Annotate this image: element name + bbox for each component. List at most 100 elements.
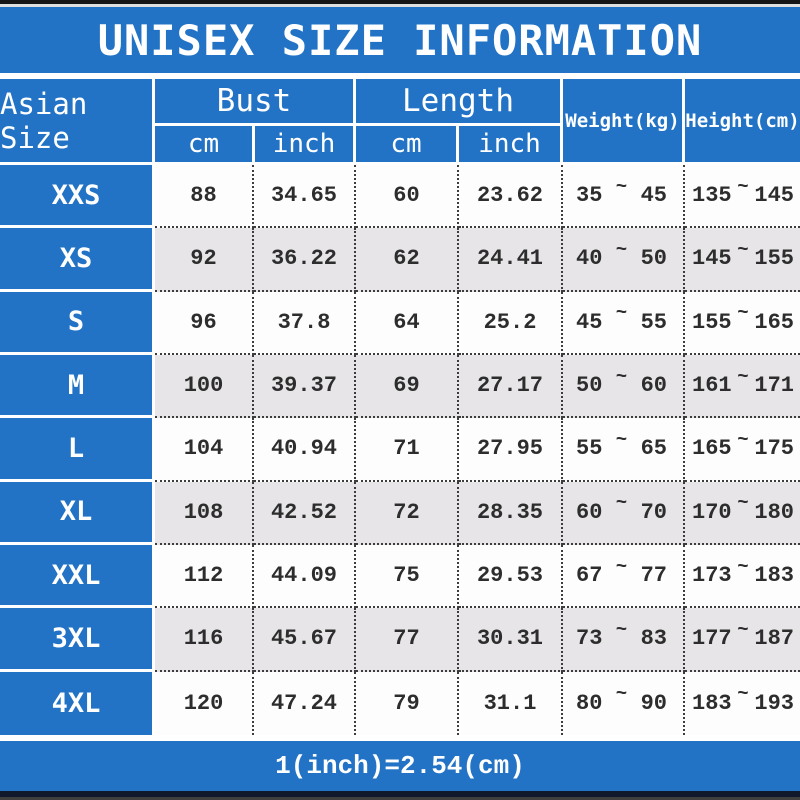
bust-inch-cell: 42.52 [254,481,356,545]
length-inch-cell: 27.17 [459,354,563,419]
weight-range-max: 83 [640,626,667,652]
weight-range-min: 50 [576,373,603,399]
header-length-label: Length [356,79,560,123]
tilde-separator: ~ [737,555,749,578]
size-cell: M [0,354,155,419]
weight-range-min: 60 [576,499,603,525]
tilde-separator: ~ [737,302,749,325]
weight-range-min: 67 [576,563,603,589]
table-row: M 100 39.37 69 27.17 50 ~60 161 ~171 [0,354,800,419]
tilde-separator: ~ [615,555,628,578]
height-range-min: 165 [692,436,732,462]
height-range: 177 ~187 [685,608,800,672]
table-row: XL 108 42.52 72 28.35 60 ~70 170 ~180 [0,481,800,545]
table-row: S 96 37.8 64 25.2 45 ~55 155 ~165 [0,291,800,355]
height-range-min: 170 [692,499,732,525]
height-range-max: 145 [754,183,794,209]
tilde-separator: ~ [615,428,628,451]
weight-range: 50 ~60 [563,354,685,419]
weight-range-max: 50 [640,246,667,272]
tilde-separator: ~ [737,428,749,451]
bottom-border-bar [0,791,800,800]
tilde-separator: ~ [615,618,628,641]
weight-range-max: 70 [640,499,667,525]
height-range-max: 187 [754,626,794,652]
page-title: UNISEX SIZE INFORMATION [97,15,703,65]
tilde-separator: ~ [737,175,749,198]
header-length-subrow: cm inch [356,126,560,162]
tilde-separator: ~ [737,492,749,515]
bust-cm-cell: 92 [155,228,254,292]
height-range: 155 ~165 [685,291,800,355]
bust-inch-cell: 45.67 [254,608,356,672]
header-asian-size: Asian Size [0,79,152,162]
bust-cm-cell: 108 [155,481,254,545]
length-inch-cell: 29.53 [459,544,563,609]
length-inch-cell: 28.35 [459,481,563,545]
weight-range: 55 ~65 [563,418,685,482]
tilde-separator: ~ [615,302,628,325]
height-range-max: 165 [754,309,794,335]
header-height: Height(cm) [685,79,800,162]
table-row: 3XL 116 45.67 77 30.31 73 ~83 177 ~187 [0,608,800,672]
header-length-inch: inch [459,126,560,162]
title-bar: UNISEX SIZE INFORMATION [0,7,800,73]
height-range-min: 161 [692,373,732,399]
height-range: 170 ~180 [685,481,800,545]
tilde-separator: ~ [737,365,749,388]
header-length-cm: cm [356,126,456,162]
size-cell: XL [0,481,155,545]
header-group-length: Length cm inch [356,79,560,162]
title-table-gap [0,73,800,79]
weight-range-min: 35 [576,183,603,209]
bust-inch-cell: 44.09 [254,544,356,609]
length-cm-cell: 60 [356,165,459,229]
height-range: 135 ~145 [685,165,800,229]
bust-inch-cell: 37.8 [254,291,356,355]
table-row: XXS 88 34.65 60 23.62 35 ~45 135 ~145 [0,165,800,229]
tilde-separator: ~ [615,238,628,261]
length-cm-cell: 72 [356,481,459,545]
length-inch-cell: 27.95 [459,418,563,482]
weight-range-max: 45 [640,183,667,209]
height-range-max: 193 [754,690,794,716]
bust-inch-cell: 39.37 [254,354,356,419]
size-cell: S [0,291,155,355]
table-row: 4XL 120 47.24 79 31.1 80 ~90 183 ~193 [0,671,800,735]
height-range: 145 ~155 [685,228,800,292]
tilde-separator: ~ [615,492,628,515]
size-cell: 4XL [0,671,155,735]
weight-range-max: 90 [640,690,667,716]
table-row: XXL 112 44.09 75 29.53 67 ~77 173 ~183 [0,544,800,609]
height-range-min: 173 [692,563,732,589]
length-cm-cell: 77 [356,608,459,672]
table-row: L 104 40.94 71 27.95 55 ~65 165 ~175 [0,418,800,482]
weight-range-min: 80 [576,690,603,716]
conversion-note: 1(inch)=2.54(cm) [275,751,525,781]
height-range-min: 183 [692,690,732,716]
bust-inch-cell: 34.65 [254,165,356,229]
height-range-max: 175 [754,436,794,462]
height-range: 173 ~183 [685,544,800,609]
weight-range-min: 55 [576,436,603,462]
length-inch-cell: 23.62 [459,165,563,229]
weight-range: 45 ~55 [563,291,685,355]
length-cm-cell: 62 [356,228,459,292]
length-inch-cell: 30.31 [459,608,563,672]
rows-footer-gap [0,735,800,741]
tilde-separator: ~ [615,365,628,388]
weight-range-max: 60 [640,373,667,399]
height-range-min: 155 [692,309,732,335]
size-cell: XS [0,228,155,292]
weight-range: 80 ~90 [563,671,685,735]
table-row: XS 92 36.22 62 24.41 40 ~50 145 ~155 [0,228,800,292]
table-header: Asian Size Bust cm inch Length cm inch W… [0,79,800,162]
header-group-bust: Bust cm inch [155,79,353,162]
bust-inch-cell: 47.24 [254,671,356,735]
weight-range: 67 ~77 [563,544,685,609]
height-range-max: 171 [754,373,794,399]
height-range-max: 180 [754,499,794,525]
weight-range: 40 ~50 [563,228,685,292]
height-range-min: 145 [692,246,732,272]
